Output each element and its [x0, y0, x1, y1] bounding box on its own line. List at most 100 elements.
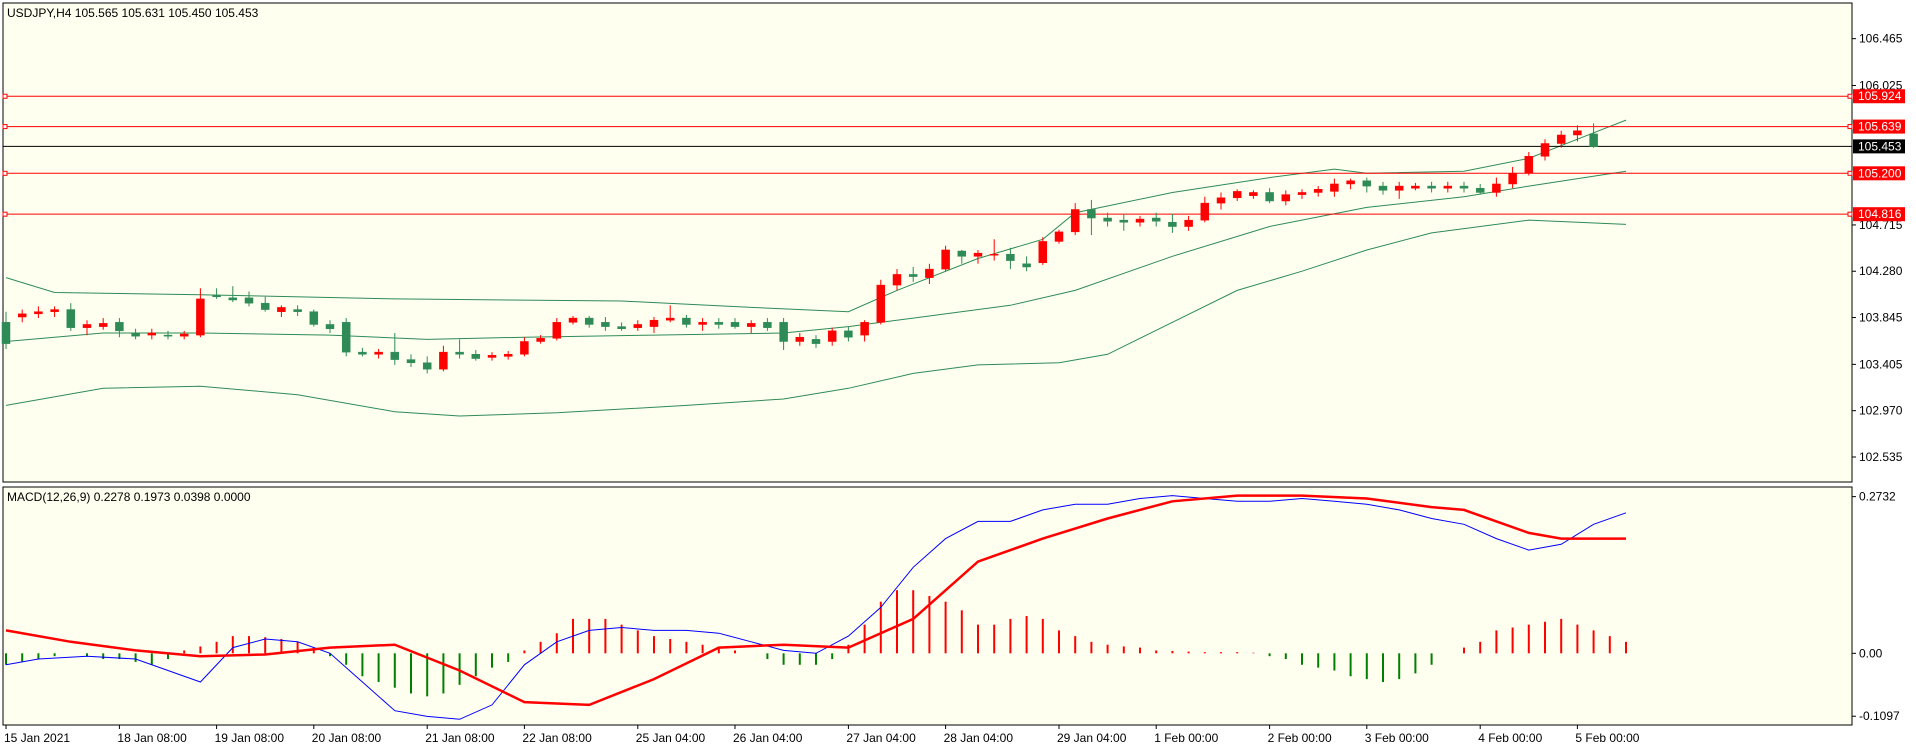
time-axis: 15 Jan 2021 18 Jan 08:00 19 Jan 08:00 20 Ja…	[4, 725, 1640, 745]
candle-body	[892, 274, 902, 286]
candle-body	[941, 249, 950, 270]
candle-body	[1, 322, 11, 344]
candle-body	[196, 298, 205, 336]
time-tick-label: 5 Feb 00:00	[1575, 731, 1639, 745]
candle-body	[1573, 130, 1582, 136]
candle-body	[147, 332, 157, 336]
price-tick-label: 106.025	[1859, 78, 1903, 92]
candle-body	[811, 339, 821, 344]
candle-body	[1330, 183, 1339, 192]
candle-body	[1394, 185, 1404, 191]
candle-body	[1135, 218, 1145, 223]
level-handle-right[interactable]	[1847, 124, 1853, 130]
candle-body	[860, 322, 869, 336]
candle-body	[228, 297, 238, 301]
candle-body	[925, 268, 934, 278]
candle-body	[973, 252, 983, 257]
candle-body	[163, 334, 173, 337]
time-tick-label: 25 Jan 04:00	[636, 731, 706, 745]
level-handle-left[interactable]	[2, 211, 8, 217]
symbol-header: USDJPY,H4 105.565 105.631 105.450 105.45…	[7, 6, 259, 20]
candle-body	[422, 362, 432, 370]
time-tick-label: 29 Jan 04:00	[1057, 731, 1127, 745]
time-tick-label: 28 Jan 04:00	[944, 731, 1014, 745]
candle-body	[1103, 217, 1112, 222]
candle-body	[1216, 197, 1226, 204]
price-panel[interactable]	[2, 2, 1853, 483]
current-price-label: 105.453	[1858, 139, 1902, 153]
level-price-tag	[1853, 207, 1905, 222]
price-tick-label: 103.405	[1859, 357, 1903, 371]
candle-body	[406, 359, 416, 364]
candle-body	[1281, 194, 1291, 202]
time-tick-label: 21 Jan 08:00	[425, 731, 495, 745]
candle-body	[66, 309, 76, 328]
candle-body	[957, 250, 967, 257]
candle-body	[1508, 173, 1517, 185]
candle-body	[746, 323, 756, 327]
level-handle-left[interactable]	[2, 170, 8, 176]
candle-body	[374, 351, 383, 355]
level-handle-left[interactable]	[2, 93, 8, 99]
time-tick-label: 4 Feb 00:00	[1478, 731, 1542, 745]
macd-line	[5, 495, 1627, 720]
candle-body	[617, 326, 626, 329]
candle-body	[390, 351, 400, 360]
level-price-label: 105.639	[1858, 120, 1902, 134]
candle-body	[520, 341, 529, 355]
candle-body	[779, 322, 788, 342]
candle-body	[1556, 134, 1566, 144]
candle-body	[1378, 185, 1388, 191]
candle-body	[212, 295, 221, 298]
time-tick-label: 1 Feb 00:00	[1154, 731, 1218, 745]
candle-body	[844, 330, 853, 338]
candle-body	[1119, 219, 1129, 223]
time-tick-label: 22 Jan 08:00	[522, 731, 592, 745]
candle-body	[1524, 156, 1534, 174]
macd-tick-label: -0.1097	[1859, 709, 1900, 723]
bollinger-lower-line	[5, 219, 1627, 417]
candles	[1, 123, 1598, 374]
candle-body	[1443, 185, 1453, 189]
candle-body	[633, 324, 643, 328]
level-handle-right[interactable]	[1847, 170, 1853, 176]
candle-body	[98, 323, 108, 327]
candle-body	[1475, 187, 1485, 193]
candle-body	[503, 354, 513, 357]
candle-body	[115, 322, 124, 332]
candle-body	[471, 354, 481, 359]
candle-body	[1184, 219, 1193, 227]
candle-body	[131, 332, 140, 337]
candle-body	[908, 274, 918, 277]
candle-body	[341, 322, 351, 353]
level-price-tag	[1853, 89, 1905, 104]
candle-body	[1297, 192, 1307, 195]
candle-body	[584, 317, 594, 325]
candle-body	[1232, 191, 1242, 199]
macd-axis: 0.2732 0.00 -0.1097	[1852, 490, 1900, 723]
candle-body	[1492, 183, 1501, 193]
candle-body	[536, 338, 545, 342]
candle-body	[682, 317, 691, 325]
candle-body	[568, 317, 578, 323]
level-handle-right[interactable]	[1847, 93, 1853, 99]
time-tick-label: 15 Jan 2021	[4, 731, 70, 745]
candle-body	[487, 355, 497, 358]
candle-body	[1411, 185, 1420, 189]
candle-body	[293, 309, 302, 312]
time-tick-label: 20 Jan 08:00	[312, 731, 382, 745]
candle-body	[1540, 143, 1550, 157]
candle-body	[649, 319, 659, 327]
level-handle-right[interactable]	[1847, 211, 1853, 217]
candle-body	[1168, 222, 1177, 227]
time-tick-label: 19 Jan 08:00	[215, 731, 285, 745]
candle-body	[714, 322, 724, 325]
time-tick-label: 18 Jan 08:00	[117, 731, 187, 745]
candle-body	[244, 297, 254, 304]
macd-header: MACD(12,26,9) 0.2278 0.1973 0.0398 0.000…	[7, 490, 251, 504]
candle-body	[260, 302, 270, 310]
candle-body	[439, 351, 448, 370]
level-handle-left[interactable]	[2, 124, 8, 130]
candle-body	[601, 322, 610, 327]
